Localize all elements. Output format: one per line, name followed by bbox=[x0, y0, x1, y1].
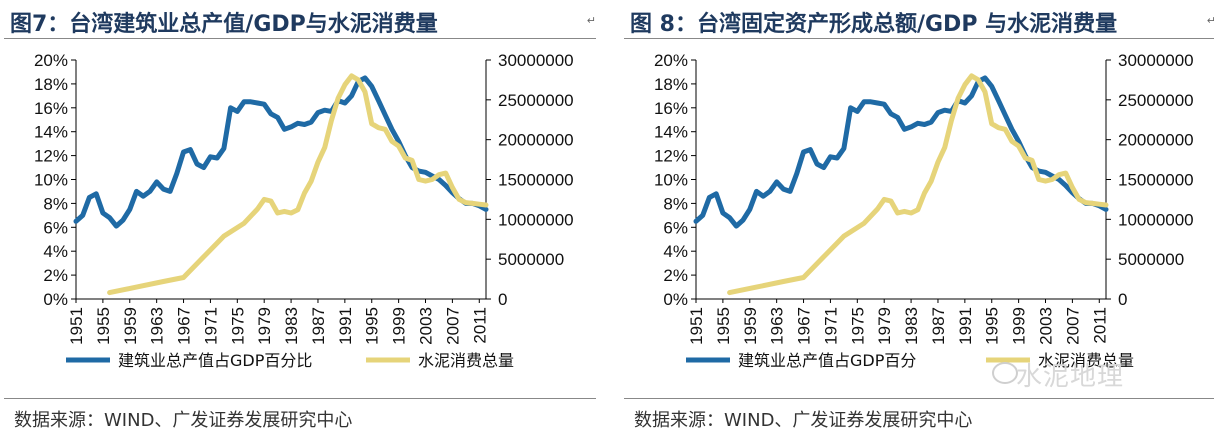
source-note: 数据来源：WIND、广发证券发展研究中心 bbox=[14, 410, 353, 431]
chart-title: 图 8：台湾固定资产形成总额/GDP 与水泥消费量 bbox=[630, 12, 1118, 37]
x-tick-label: 1975 bbox=[228, 307, 247, 345]
y-right-tick-label: 10000000 bbox=[498, 210, 574, 229]
title-rule bbox=[624, 38, 1214, 39]
paragraph-mark: ↵ bbox=[586, 14, 596, 27]
source-rule bbox=[4, 398, 596, 399]
legend-label: 建筑业总产值占GDP百分比 bbox=[118, 351, 312, 370]
x-tick-label: 1967 bbox=[175, 307, 194, 345]
y-left-tick-label: 18% bbox=[34, 75, 68, 94]
y-left-tick-label: 10% bbox=[654, 171, 688, 190]
y-right-tick-label: 30000000 bbox=[498, 51, 574, 70]
x-tick-label: 1979 bbox=[875, 307, 894, 345]
y-right-tick-label: 20000000 bbox=[1118, 131, 1194, 150]
chart-figure-1: 0% 2% 4% 6% 8% 10% 12% 14% 16% 18% 20% 0 5000000 1000… bbox=[34, 51, 574, 370]
y-left-tick-label: 4% bbox=[663, 242, 688, 261]
x-tick-label: 1987 bbox=[929, 307, 948, 345]
x-tick-label: 1991 bbox=[956, 307, 975, 345]
x-tick-label: 1979 bbox=[255, 307, 274, 345]
y-left-tick-label: 10% bbox=[34, 171, 68, 190]
x-tick-label: 2007 bbox=[443, 307, 462, 345]
y-left-tick-label: 20% bbox=[34, 51, 68, 70]
x-tick-label: 1963 bbox=[148, 307, 167, 345]
x-tick-label: 1971 bbox=[201, 307, 220, 345]
legend-label: 水泥消费总量 bbox=[1038, 351, 1134, 370]
y-right-tick-label: 30000000 bbox=[1118, 51, 1194, 70]
y-right-tick-label: 25000000 bbox=[1118, 91, 1194, 110]
x-tick-label: 1991 bbox=[336, 307, 355, 345]
y-right-tick-label: 15000000 bbox=[1118, 171, 1194, 190]
y-right-tick-label: 5000000 bbox=[498, 250, 564, 269]
y-left-tick-label: 16% bbox=[34, 99, 68, 118]
y-right-tick-label: 0 bbox=[498, 290, 507, 309]
source-rule bbox=[624, 398, 1214, 399]
x-tick-label: 1951 bbox=[687, 307, 706, 345]
x-tick-label: 1983 bbox=[902, 307, 921, 345]
series-line-0 bbox=[73, 75, 489, 229]
chart-figure-2: 0% 2% 4% 6% 8% 10% 12% 14% 16% 18% 20% 0 5000000 1000… bbox=[654, 51, 1194, 370]
title-rule bbox=[4, 38, 596, 39]
y-left-tick-label: 2% bbox=[663, 266, 688, 285]
x-tick-label: 1971 bbox=[821, 307, 840, 345]
y-left-tick-label: 14% bbox=[654, 123, 688, 142]
wechat-icon bbox=[992, 362, 1018, 384]
x-tick-label: 2007 bbox=[1063, 307, 1082, 345]
x-tick-label: 1959 bbox=[741, 307, 760, 345]
y-left-tick-label: 6% bbox=[43, 218, 68, 237]
x-tick-label: 1951 bbox=[67, 307, 86, 345]
x-tick-label: 1999 bbox=[390, 307, 409, 345]
x-tick-label: 1975 bbox=[848, 307, 867, 345]
legend-label: 建筑业总产值占GDP百分 bbox=[738, 351, 916, 370]
x-tick-label: 2003 bbox=[1037, 307, 1056, 345]
chart-title: 图7：台湾建筑业总产值/GDP与水泥消费量 bbox=[10, 12, 438, 37]
y-left-tick-label: 8% bbox=[43, 194, 68, 213]
y-right-tick-label: 5000000 bbox=[1118, 250, 1184, 269]
x-tick-label: 1983 bbox=[282, 307, 301, 345]
x-tick-label: 2011 bbox=[1090, 307, 1109, 344]
chart-panel-1: 图7：台湾建筑业总产值/GDP与水泥消费量 ↵ 0% 2% 4% 6% 8% 10% 12%… bbox=[0, 0, 600, 437]
y-left-tick-label: 20% bbox=[654, 51, 688, 70]
x-tick-label: 1987 bbox=[309, 307, 328, 345]
series-line-1 bbox=[727, 73, 1109, 296]
y-right-tick-label: 20000000 bbox=[498, 131, 574, 150]
y-left-tick-label: 4% bbox=[43, 242, 68, 261]
y-left-tick-label: 16% bbox=[654, 99, 688, 118]
chart-panel-2: 图 8：台湾固定资产形成总额/GDP 与水泥消费量 ↵ 0% 2% 4% 6% 8% 10… bbox=[620, 0, 1214, 437]
x-tick-label: 1999 bbox=[1010, 307, 1029, 345]
x-tick-label: 1963 bbox=[768, 307, 787, 345]
y-left-tick-label: 6% bbox=[663, 218, 688, 237]
x-tick-label: 1955 bbox=[714, 307, 733, 345]
y-left-tick-label: 12% bbox=[654, 147, 688, 166]
source-note: 数据来源：WIND、广发证券发展研究中心 bbox=[634, 410, 973, 431]
y-left-tick-label: 14% bbox=[34, 123, 68, 142]
x-tick-label: 2011 bbox=[470, 307, 489, 344]
y-right-tick-label: 0 bbox=[1118, 290, 1127, 309]
x-tick-label: 1995 bbox=[983, 307, 1002, 345]
paragraph-mark: ↵ bbox=[1206, 14, 1214, 27]
y-left-tick-label: 8% bbox=[663, 194, 688, 213]
y-right-tick-label: 25000000 bbox=[498, 91, 574, 110]
watermark: 水泥地理 bbox=[1016, 362, 1125, 392]
y-left-tick-label: 0% bbox=[663, 290, 688, 309]
series-line-0 bbox=[693, 75, 1109, 229]
y-left-tick-label: 18% bbox=[654, 75, 688, 94]
legend-label: 水泥消费总量 bbox=[418, 351, 514, 370]
x-tick-label: 2003 bbox=[417, 307, 436, 345]
x-tick-label: 1955 bbox=[94, 307, 113, 345]
y-right-tick-label: 15000000 bbox=[498, 171, 574, 190]
x-tick-label: 1967 bbox=[795, 307, 814, 345]
y-left-tick-label: 2% bbox=[43, 266, 68, 285]
y-left-tick-label: 12% bbox=[34, 147, 68, 166]
series-line-1 bbox=[107, 73, 489, 296]
y-left-tick-label: 0% bbox=[43, 290, 68, 309]
x-tick-label: 1959 bbox=[121, 307, 140, 345]
x-tick-label: 1995 bbox=[363, 307, 382, 345]
y-right-tick-label: 10000000 bbox=[1118, 210, 1194, 229]
